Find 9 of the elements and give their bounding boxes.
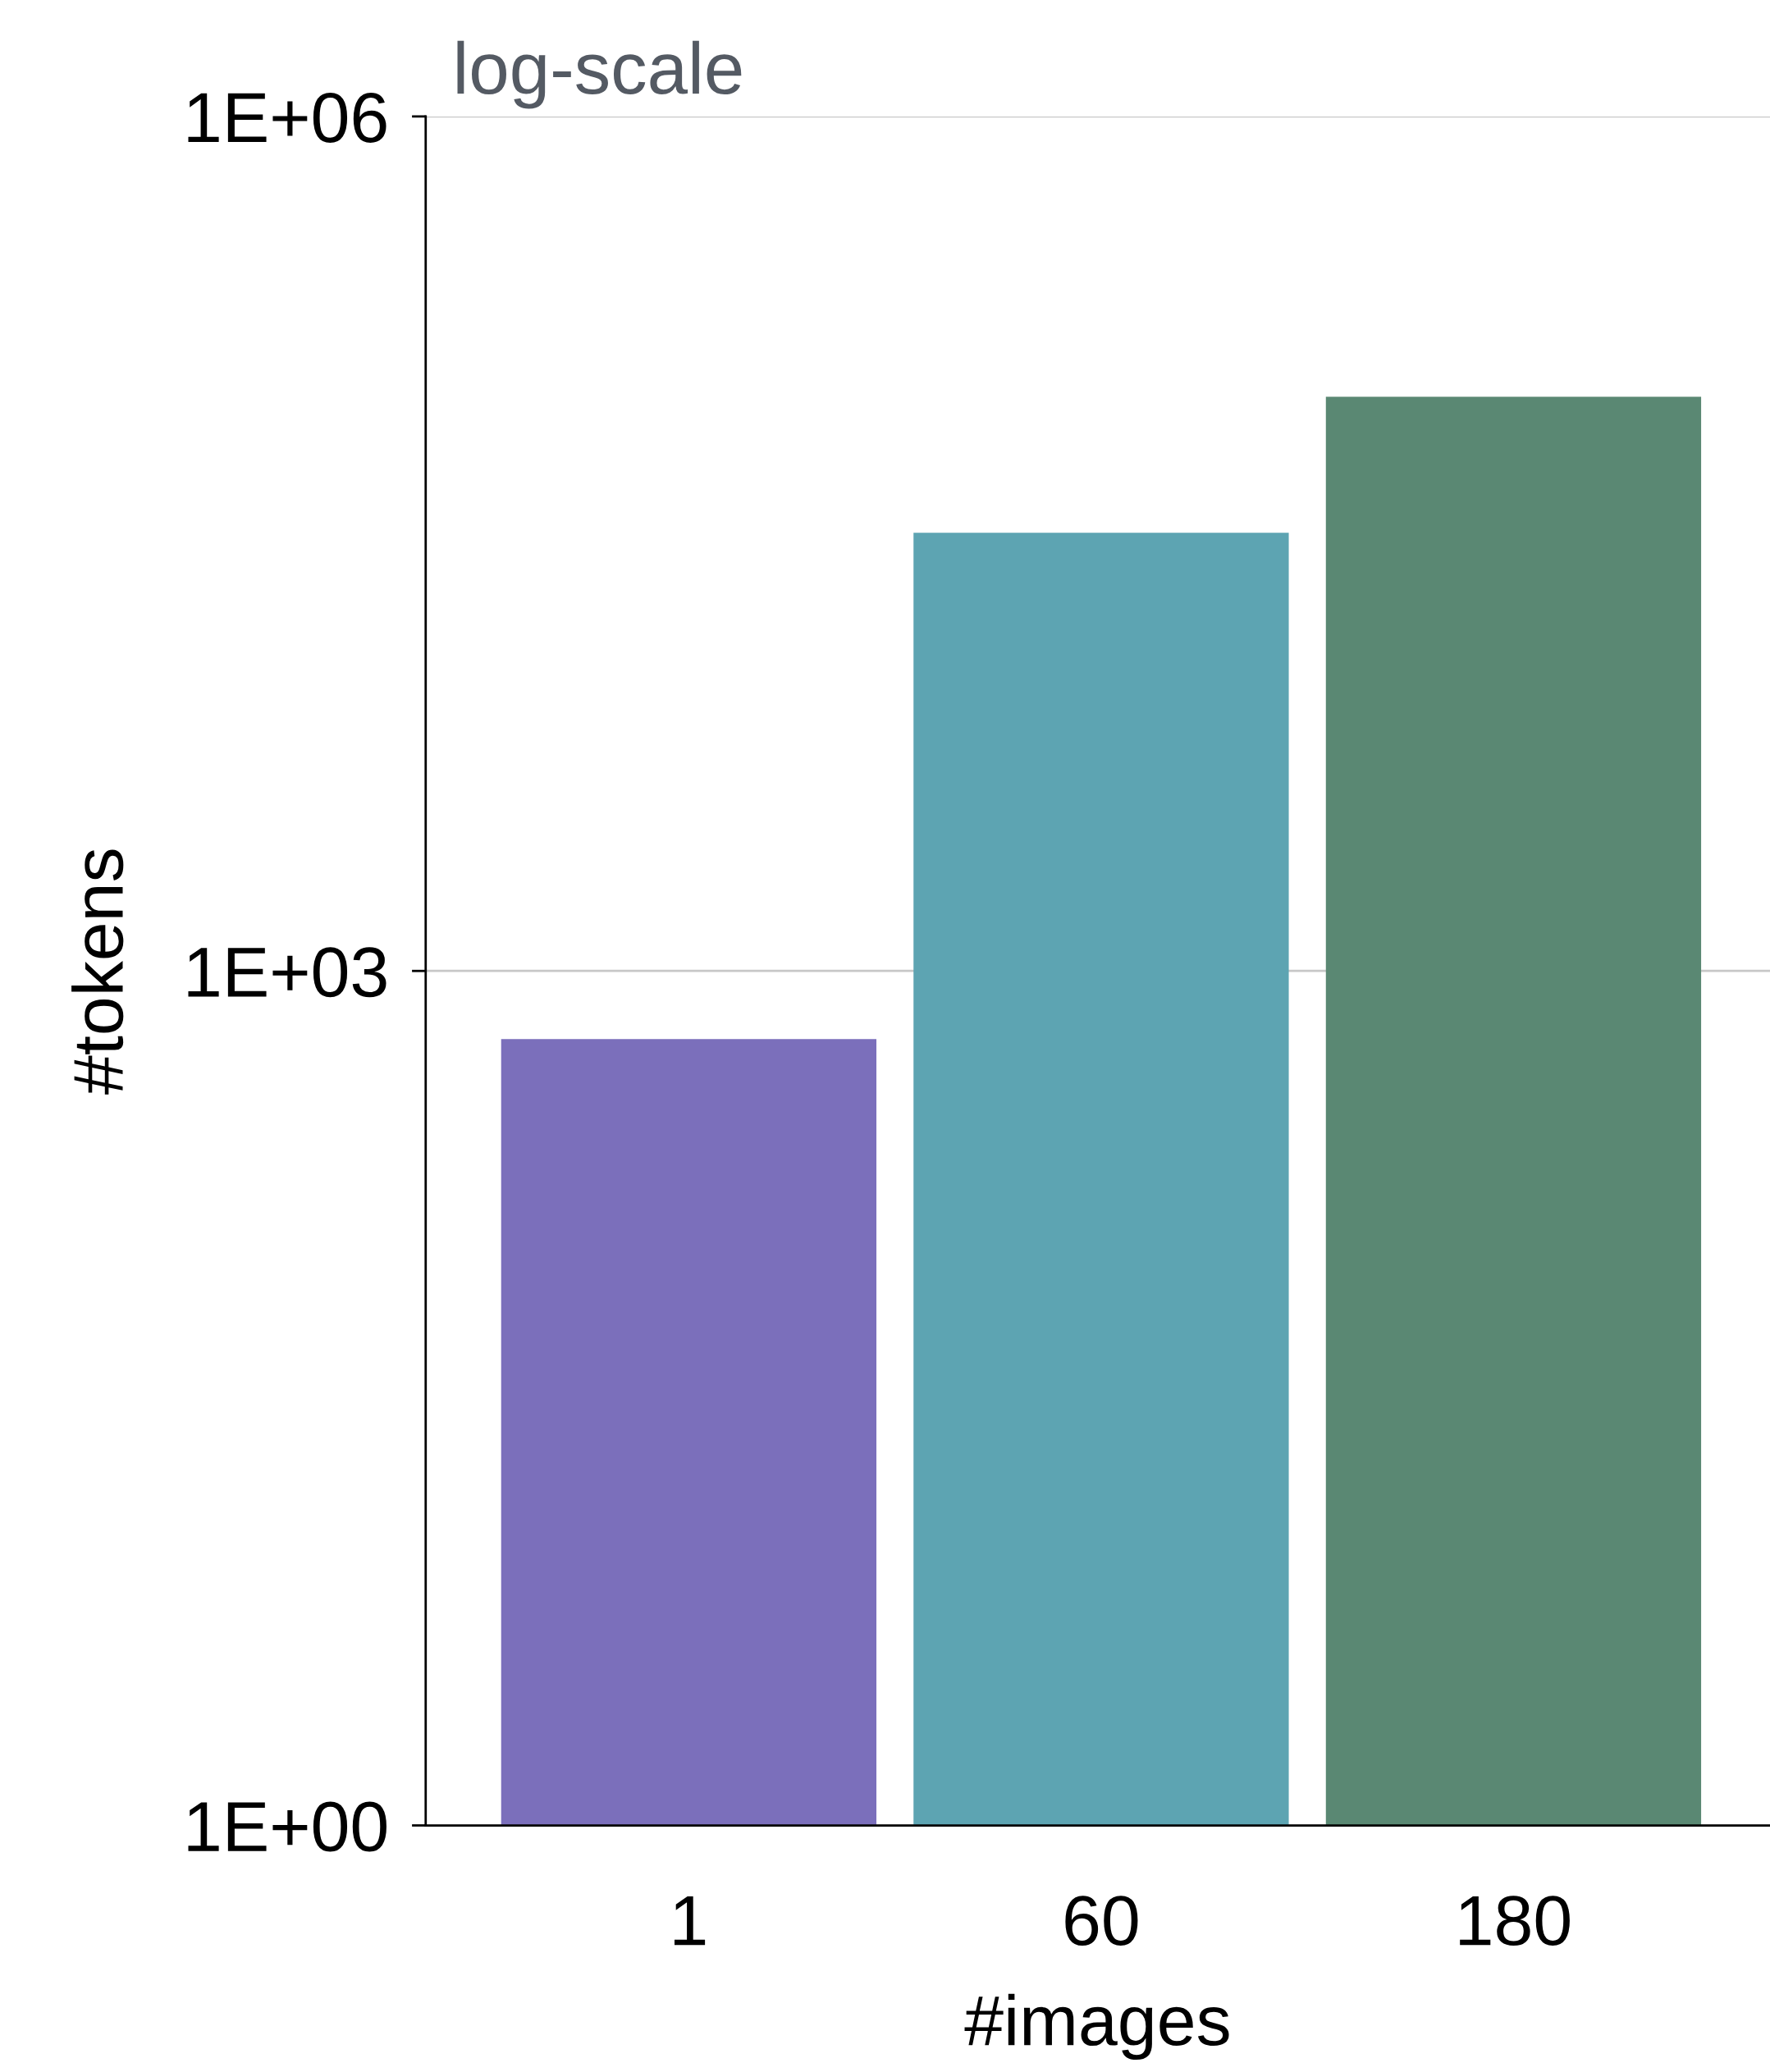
chart-title: log-scale (457, 40, 742, 109)
x-tick-label: 1 (674, 1896, 706, 1946)
x-tick-label: 60 (1065, 1896, 1138, 1946)
x-tick-label: 180 (1460, 1896, 1570, 1946)
y-tick-label: 1E+00 (188, 1801, 386, 1852)
y-tick-label: 1E+06 (188, 92, 386, 143)
y-tick-label: 1E+03 (188, 947, 386, 998)
y-axis-title: #tokens (71, 849, 124, 1095)
x-axis-title: #images (964, 1993, 1229, 2061)
